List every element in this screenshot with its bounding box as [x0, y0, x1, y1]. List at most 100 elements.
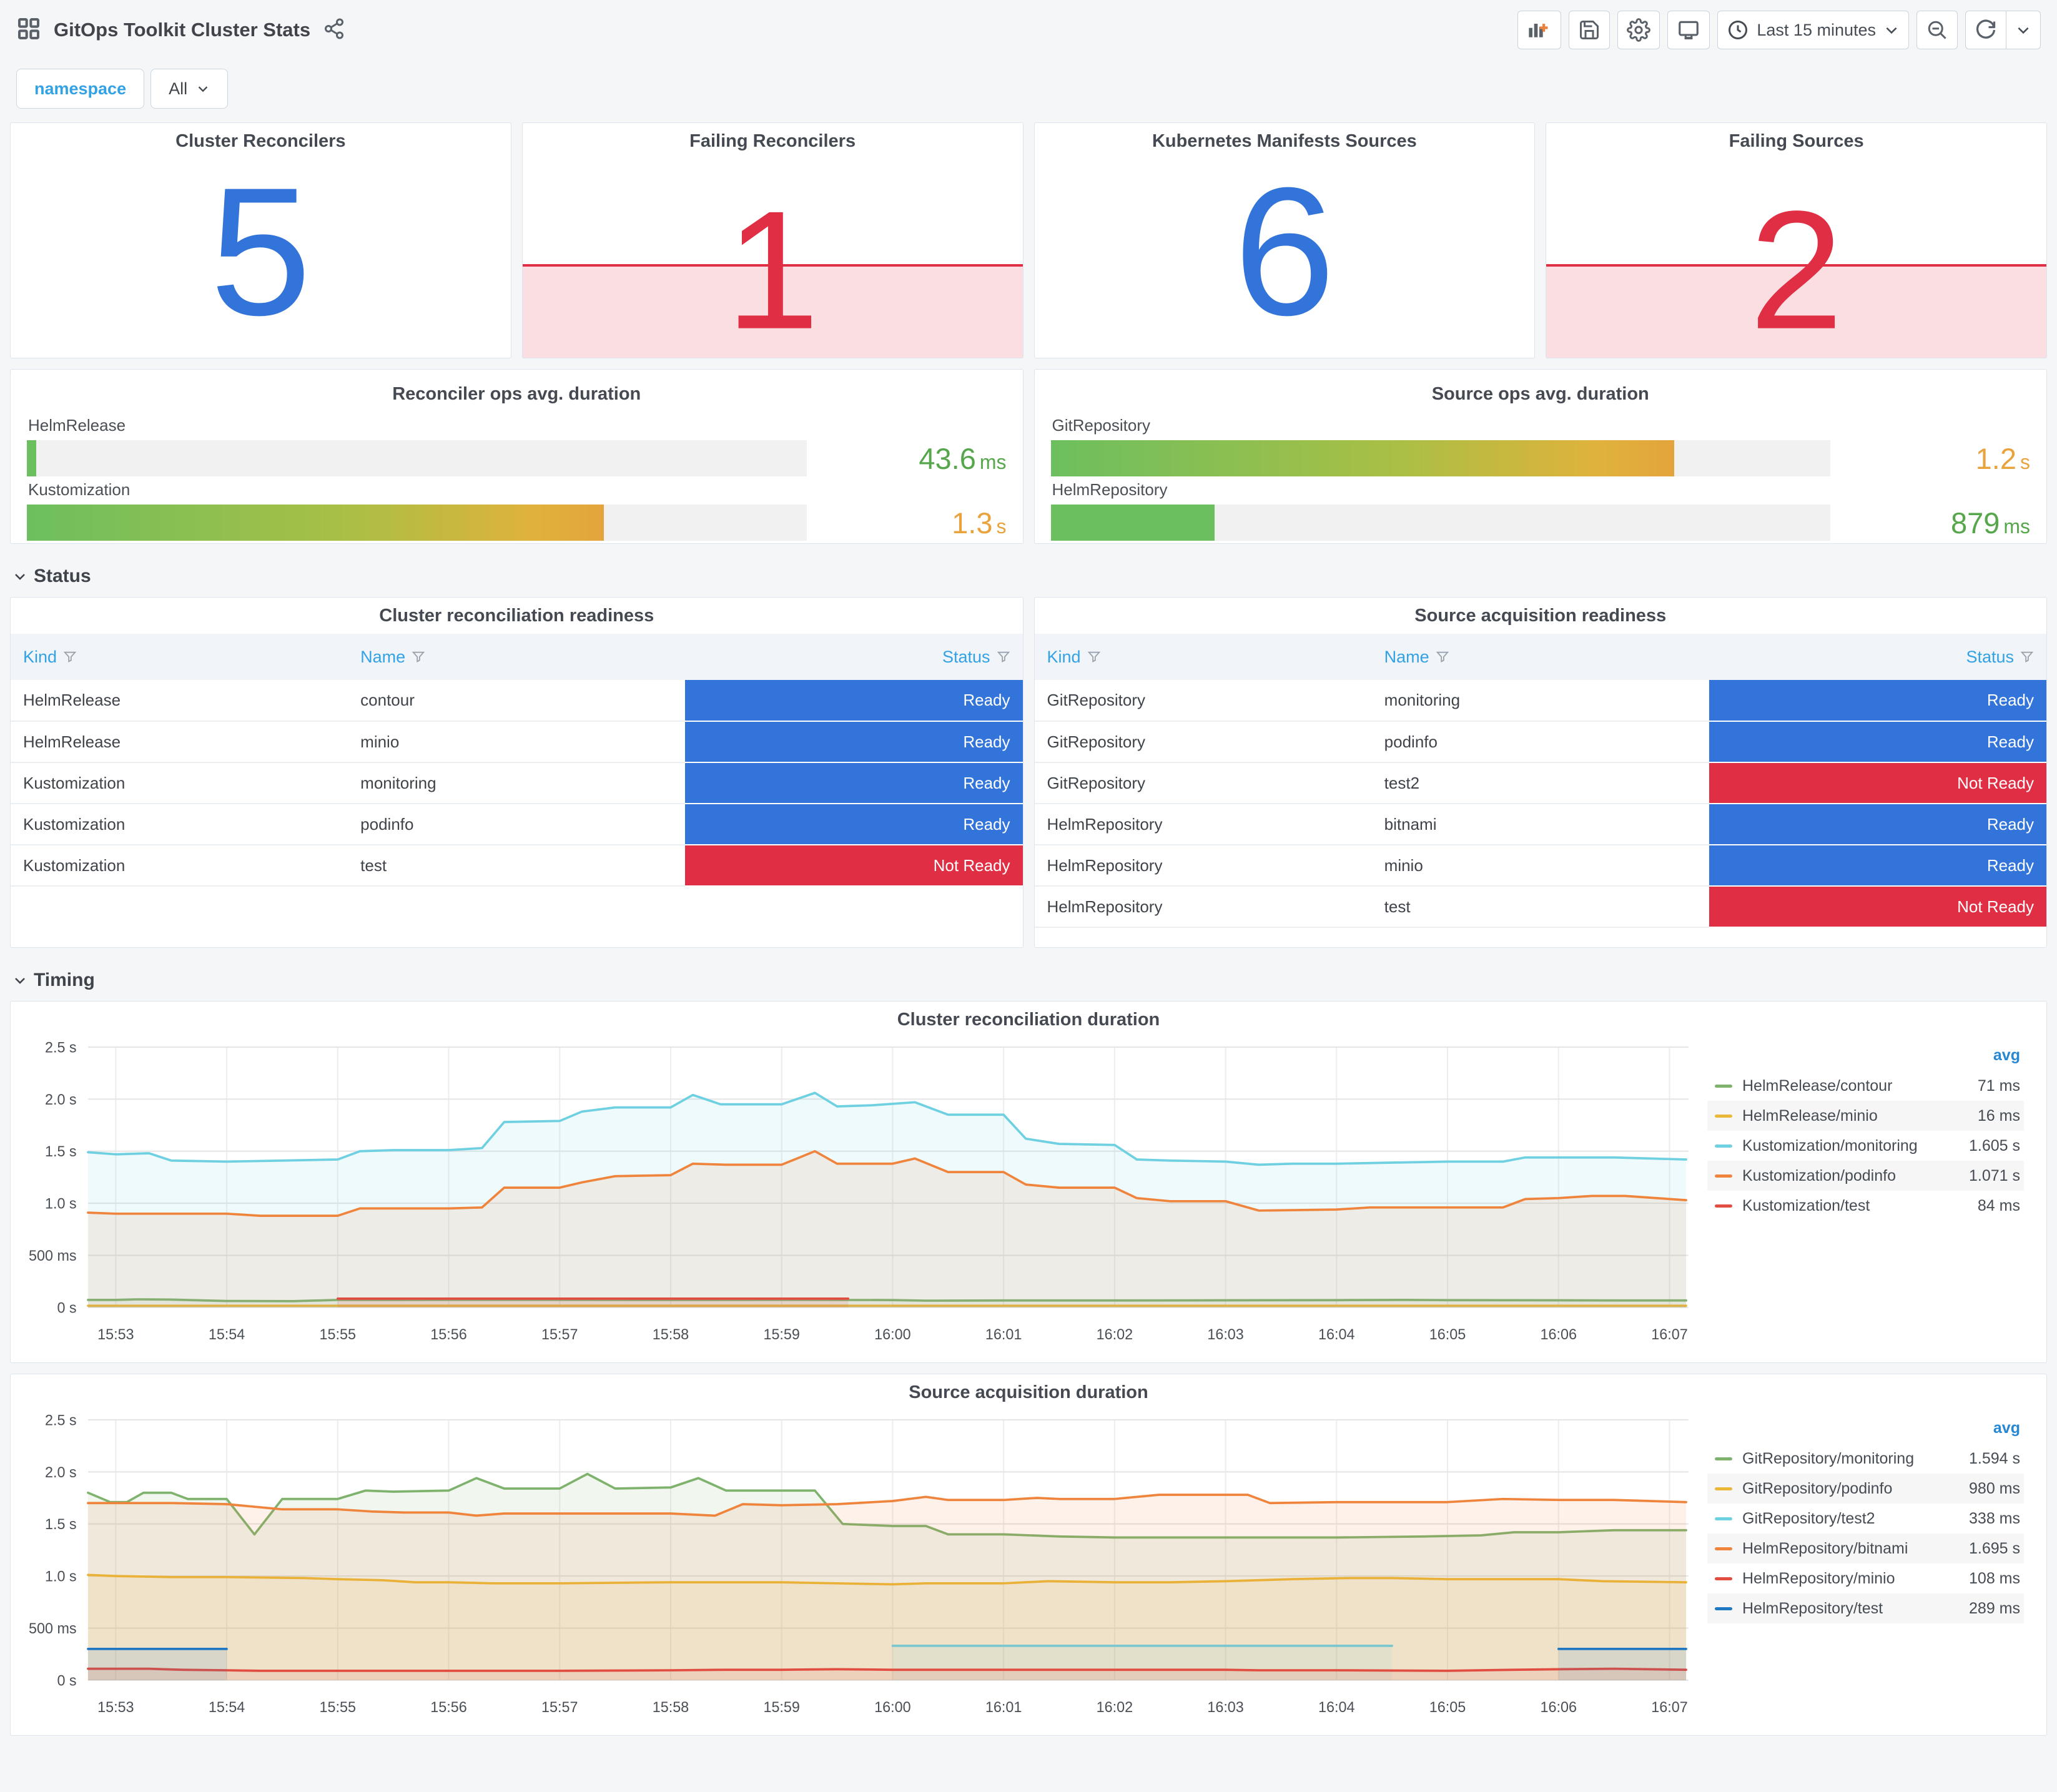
series-color-swatch: [1715, 1517, 1732, 1520]
filter-funnel-icon[interactable]: [412, 650, 425, 664]
legend-avg-header[interactable]: avg: [1993, 1419, 2020, 1437]
gauge-fill: [27, 440, 36, 476]
series-avg-value: 289 ms: [1969, 1599, 2020, 1617]
time-range-picker[interactable]: Last 15 minutes: [1717, 11, 1909, 49]
dashboards-grid-icon[interactable]: [16, 16, 41, 44]
chevron-down-icon: [198, 86, 208, 92]
cell-kind: Kustomization: [11, 804, 348, 845]
svg-text:15:54: 15:54: [209, 1326, 245, 1344]
series-avg-value: 108 ms: [1969, 1569, 2020, 1587]
cell-status: Ready: [685, 762, 1023, 804]
svg-text:16:02: 16:02: [1097, 1699, 1133, 1716]
chevron-down-icon: [1886, 27, 1897, 34]
table-row: HelmRelease minio Ready: [11, 721, 1023, 763]
section-timing[interactable]: Timing: [10, 958, 2047, 1001]
cycle-view-button[interactable]: [1667, 11, 1710, 49]
gauge-row: Kustomization 1.3 s: [27, 480, 1007, 541]
timeseries-panel: Source acquisition duration 15:53 15:54 15:…: [10, 1374, 2047, 1736]
tables-row: Cluster reconciliation readiness Kind Name…: [10, 597, 2047, 948]
gauge-row: HelmRepository 879 ms: [1050, 480, 2030, 541]
legend-item[interactable]: HelmRepository/bitnami 1.695 s: [1707, 1534, 2024, 1563]
stat-panel-title[interactable]: Failing Reconcilers: [689, 130, 856, 151]
svg-text:500 ms: 500 ms: [29, 1620, 77, 1638]
filter-funnel-icon[interactable]: [1087, 650, 1101, 664]
gauge-fill: [27, 505, 604, 541]
zoom-out-time-button[interactable]: [1916, 11, 1958, 49]
dashboard-settings-button[interactable]: [1617, 11, 1660, 49]
legend-item[interactable]: Kustomization/test 84 ms: [1707, 1191, 2024, 1221]
gauge-label: HelmRelease: [28, 416, 126, 435]
section-status[interactable]: Status: [10, 554, 2047, 597]
cell-kind: HelmRelease: [11, 721, 348, 763]
status-badge: Ready: [685, 680, 1023, 721]
legend-item[interactable]: HelmRelease/contour 71 ms: [1707, 1071, 2024, 1101]
table-panel-title[interactable]: Cluster reconciliation readiness: [379, 605, 654, 626]
chart-plot-area[interactable]: 15:53 15:54 15:55 15:56 15:57 15:58 15:59 16:00…: [13, 1410, 1701, 1723]
status-badge: Ready: [1709, 804, 2046, 844]
svg-text:15:54: 15:54: [209, 1699, 245, 1716]
svg-text:15:53: 15:53: [97, 1326, 134, 1344]
bar-gauge-panel: Source ops avg. duration GitRepository 1.2…: [1033, 369, 2047, 544]
column-header-status[interactable]: Status: [685, 634, 1023, 680]
gauge-value: 43.6 ms: [919, 441, 1007, 475]
legend-item[interactable]: GitRepository/monitoring 1.594 s: [1707, 1444, 2024, 1474]
legend-item[interactable]: Kustomization/podinfo 1.071 s: [1707, 1161, 2024, 1191]
filter-funnel-icon[interactable]: [2020, 650, 2034, 664]
column-header-kind[interactable]: Kind: [1034, 634, 1372, 680]
namespace-variable-label[interactable]: namespace: [16, 69, 145, 109]
column-header-name[interactable]: Name: [1371, 634, 1709, 680]
svg-text:16:07: 16:07: [1651, 1699, 1687, 1716]
chart-plot-area[interactable]: 15:53 15:54 15:55 15:56 15:57 15:58 15:59 16:00…: [13, 1038, 1701, 1350]
stat-panel: Cluster Reconcilers 5: [10, 122, 511, 358]
svg-text:2.0 s: 2.0 s: [45, 1464, 77, 1481]
chart-panel-title[interactable]: Source acquisition duration: [909, 1382, 1148, 1402]
series-name: HelmRepository/bitnami: [1742, 1539, 1908, 1557]
stat-sparkline-area: [522, 263, 1023, 358]
namespace-variable-value[interactable]: All: [150, 69, 229, 109]
series-name: HelmRepository/test: [1742, 1599, 1883, 1617]
bar-gauge-panel-title[interactable]: Reconciler ops avg. duration: [392, 383, 641, 404]
legend-item[interactable]: GitRepository/test2 338 ms: [1707, 1504, 2024, 1534]
series-avg-value: 1.695 s: [1968, 1539, 2020, 1557]
stat-panel-title[interactable]: Kubernetes Manifests Sources: [1152, 130, 1417, 151]
legend-item[interactable]: HelmRepository/test 289 ms: [1707, 1593, 2024, 1623]
column-header-name[interactable]: Name: [348, 634, 686, 680]
status-badge: Ready: [685, 722, 1023, 762]
cell-name: minio: [348, 721, 686, 763]
series-avg-value: 1.605 s: [1968, 1136, 2020, 1154]
filter-funnel-icon[interactable]: [63, 650, 77, 664]
cell-status: Ready: [685, 804, 1023, 845]
chart-panel-title[interactable]: Cluster reconciliation duration: [897, 1009, 1160, 1030]
series-name: HelmRepository/minio: [1742, 1569, 1895, 1587]
svg-text:16:04: 16:04: [1318, 1326, 1354, 1344]
stat-panel-title[interactable]: Cluster Reconcilers: [175, 130, 346, 151]
legend-item[interactable]: HelmRelease/minio 16 ms: [1707, 1101, 2024, 1131]
cell-kind: HelmRepository: [1034, 886, 1372, 928]
legend-item[interactable]: GitRepository/podinfo 980 ms: [1707, 1474, 2024, 1504]
series-name: GitRepository/podinfo: [1742, 1479, 1893, 1497]
bar-gauge-panel-title[interactable]: Source ops avg. duration: [1431, 383, 1649, 404]
page-title[interactable]: GitOps Toolkit Cluster Stats: [54, 19, 311, 41]
series-color-swatch: [1715, 1084, 1732, 1088]
column-header-kind[interactable]: Kind: [11, 634, 348, 680]
filter-funnel-icon[interactable]: [1436, 650, 1449, 664]
chevron-down-icon: [15, 574, 25, 580]
legend-item[interactable]: HelmRepository/minio 108 ms: [1707, 1563, 2024, 1593]
filter-funnel-icon[interactable]: [997, 650, 1010, 664]
column-header-status[interactable]: Status: [1709, 634, 2046, 680]
dashboard-navbar: GitOps Toolkit Cluster Stats: [0, 0, 2057, 60]
svg-text:1.0 s: 1.0 s: [45, 1195, 77, 1213]
table-panel-title[interactable]: Source acquisition readiness: [1414, 605, 1667, 626]
refresh-button[interactable]: [1965, 11, 2006, 49]
legend-item[interactable]: Kustomization/monitoring 1.605 s: [1707, 1131, 2024, 1161]
legend-avg-header[interactable]: avg: [1993, 1046, 2020, 1064]
status-badge: Ready: [1709, 845, 2046, 885]
add-panel-button[interactable]: [1517, 11, 1562, 49]
table-row: HelmRelease contour Ready: [11, 680, 1023, 722]
gauge-label: Kustomization: [28, 480, 131, 499]
save-dashboard-button[interactable]: [1569, 11, 1611, 49]
refresh-interval-dropdown[interactable]: [2006, 11, 2041, 49]
svg-text:16:01: 16:01: [985, 1699, 1022, 1716]
stat-panel-title[interactable]: Failing Sources: [1729, 130, 1864, 151]
share-icon[interactable]: [323, 17, 345, 43]
